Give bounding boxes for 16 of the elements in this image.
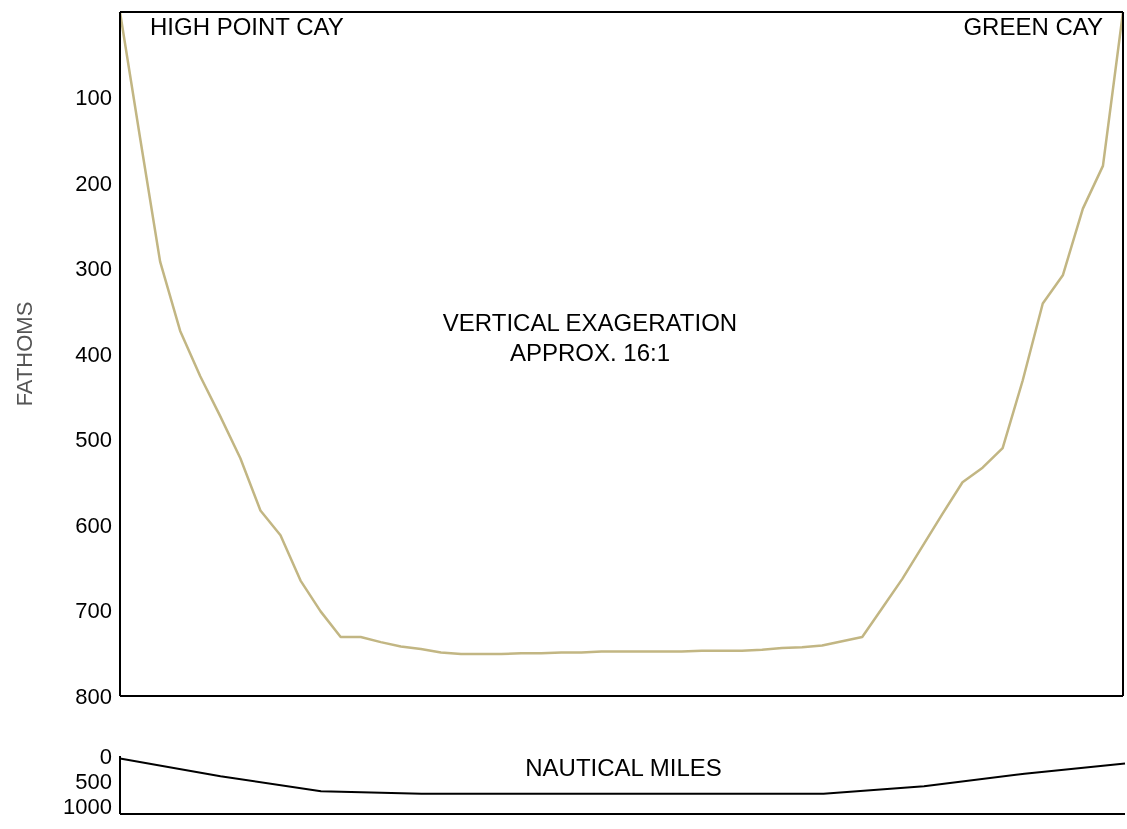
y-tick-label: 400 [75,341,112,367]
y-tick-label: 0 [99,743,112,769]
y-tick-label: 100 [75,85,112,111]
y-tick-label: 500 [75,769,112,795]
annotation: HIGH POINT CAY [150,12,344,42]
annotation: GREEN CAY [963,12,1103,42]
y-tick-label: 300 [75,256,112,282]
y-tick-label: 600 [75,512,112,538]
annotation: VERTICAL EXAGERATION APPROX. 16:1 [441,308,739,368]
y-tick-label: 800 [75,683,112,709]
y-tick-label: 1000 [63,794,112,820]
x-axis-title: NAUTICAL MILES [524,754,723,782]
y-tick-label: 700 [75,598,112,624]
y-tick-label: 500 [75,427,112,453]
y-axis-title: FATHOMS [11,301,37,407]
y-tick-label: 200 [75,170,112,196]
